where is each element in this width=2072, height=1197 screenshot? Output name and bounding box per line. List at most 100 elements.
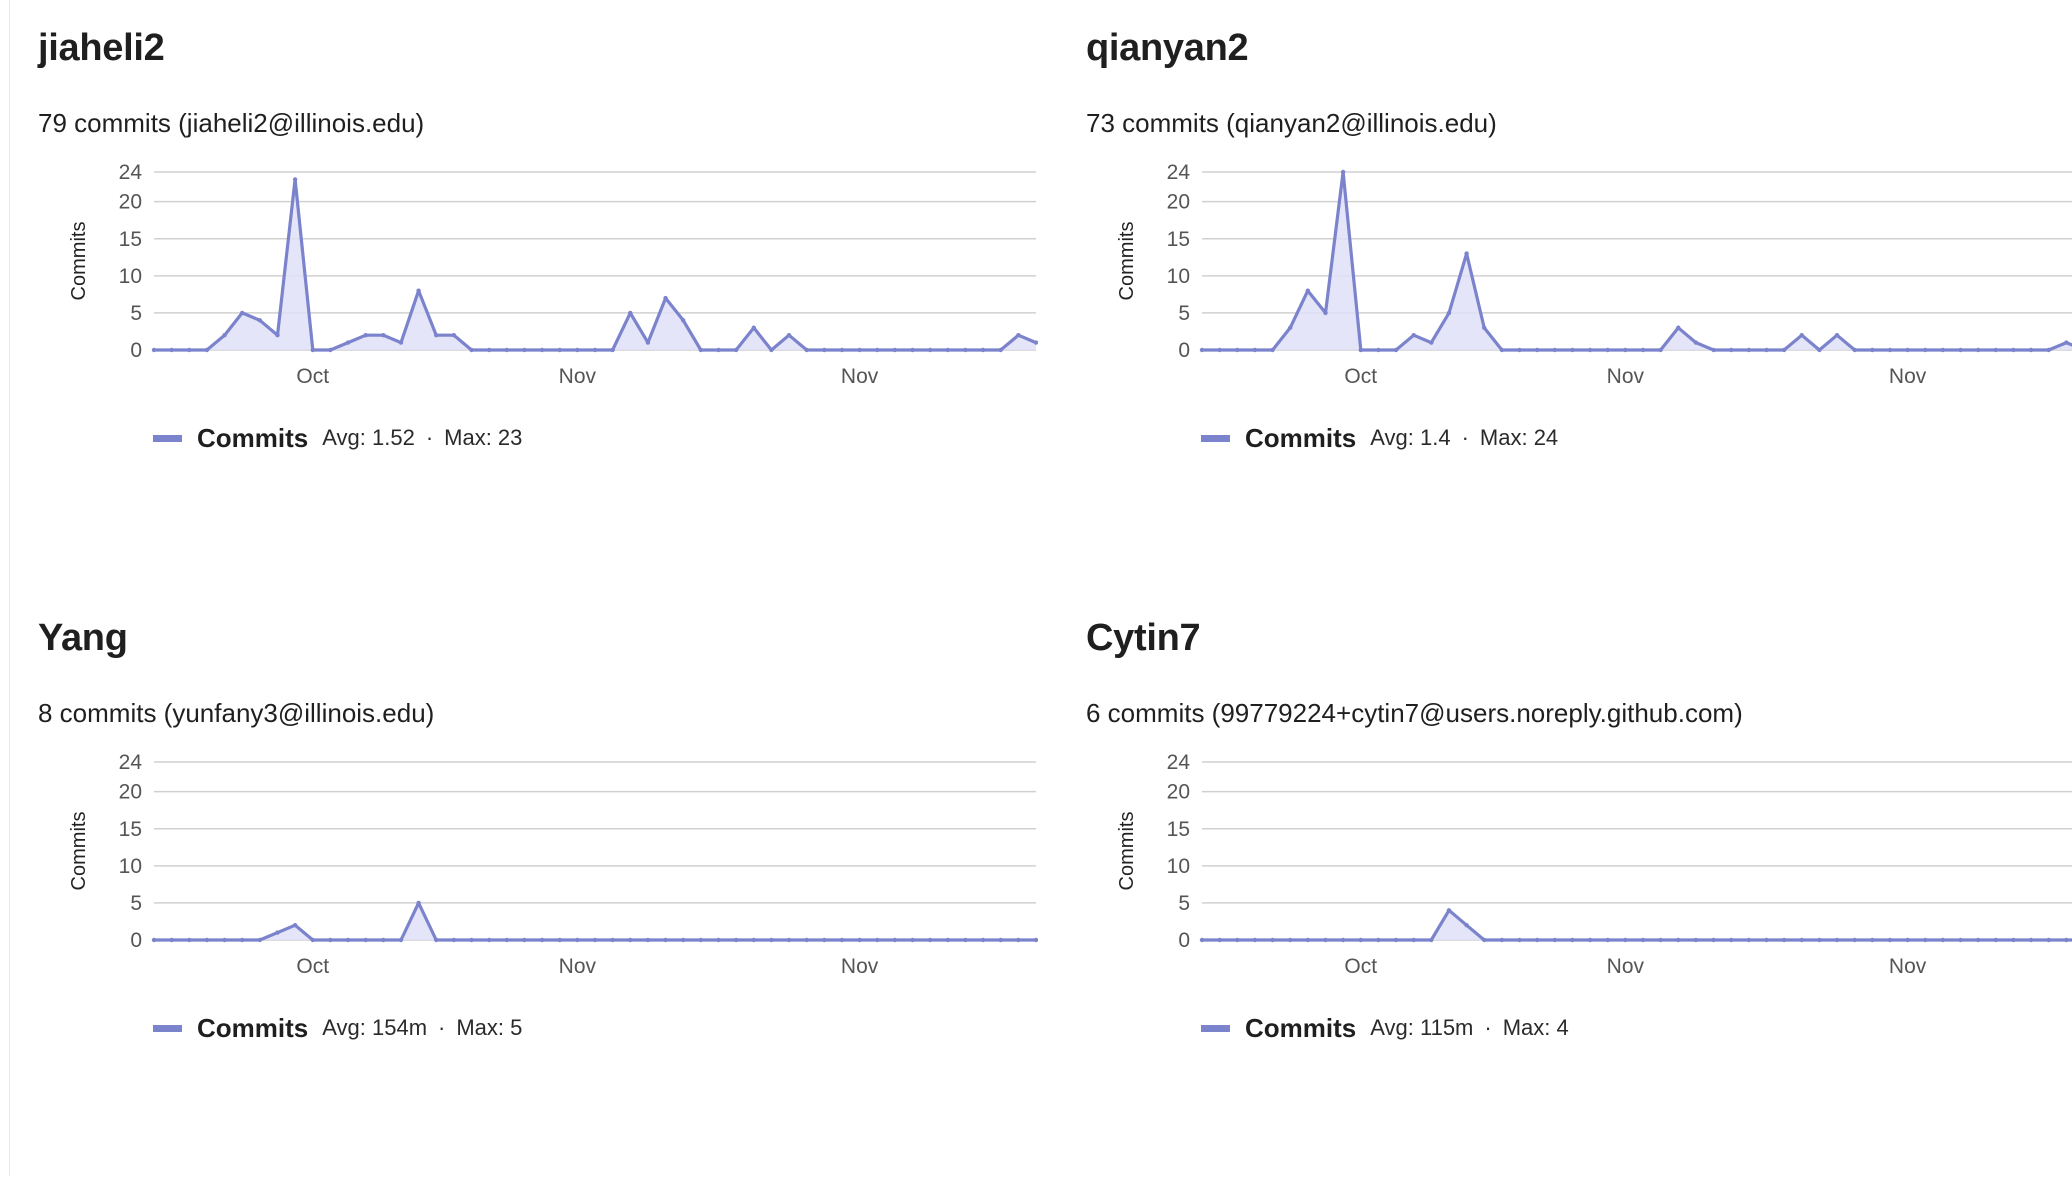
data-point (1834, 332, 1840, 338)
x-tick-label: Nov (559, 955, 597, 978)
commits-area (1202, 910, 2072, 940)
data-point (1376, 347, 1381, 353)
data-point (1235, 937, 1240, 943)
data-point (1217, 347, 1222, 353)
y-axis-label: Commits (1116, 812, 1138, 891)
commits-area (154, 179, 1036, 350)
data-point (292, 177, 298, 182)
legend-max: Max: 4 (1502, 1015, 1569, 1040)
data-point (1640, 347, 1646, 353)
data-point (292, 922, 298, 928)
data-point (345, 937, 351, 943)
data-point (1587, 347, 1593, 353)
data-point (240, 937, 245, 943)
data-point (1033, 937, 1038, 943)
data-point (681, 937, 686, 943)
legend-label: Commits (197, 1012, 309, 1043)
data-point (716, 937, 721, 943)
data-point (1429, 937, 1434, 943)
data-point (1817, 347, 1822, 353)
data-point (1993, 937, 1998, 943)
data-point (2011, 937, 2016, 943)
contributor-name[interactable]: Cytin7 (1086, 617, 1201, 659)
data-point (187, 937, 192, 943)
data-point (1270, 347, 1275, 353)
legend-label: Commits (1245, 422, 1357, 453)
contributor-name[interactable]: Yang (38, 617, 128, 659)
data-point (963, 937, 968, 943)
contributor-commit-summary: 6 commits (99779224+cytin7@users.noreply… (1086, 698, 1743, 728)
data-point (610, 347, 615, 353)
data-point (1393, 937, 1399, 943)
data-point (486, 937, 492, 943)
commits-chart: 0 5 10 15 20 24 Oct Nov Nov Commits (1116, 161, 2072, 388)
y-tick-label: 20 (119, 781, 142, 804)
legend-swatch (1201, 434, 1230, 442)
x-tick-label: Nov (1607, 955, 1645, 978)
data-point (1288, 325, 1293, 330)
data-point (1658, 937, 1663, 943)
data-point (1940, 937, 1946, 943)
data-point (804, 347, 809, 353)
data-point (504, 347, 509, 353)
contributor-commit-summary: 73 commits (qianyan2@illinois.edu) (1086, 108, 1497, 138)
data-point (1975, 347, 1981, 353)
y-tick-label: 5 (130, 302, 142, 325)
data-point (1016, 937, 1021, 943)
data-point (222, 332, 227, 338)
data-point (1799, 937, 1804, 943)
x-tick-label: Nov (1889, 365, 1927, 388)
y-tick-label: 15 (1167, 228, 1190, 251)
legend-max: Max: 24 (1479, 425, 1559, 450)
data-point (328, 937, 333, 943)
data-point (592, 347, 598, 353)
data-point (1305, 288, 1311, 293)
contributor-commit-summary: 79 commits (jiaheli2@illinois.edu) (38, 108, 425, 138)
data-point (1676, 937, 1681, 943)
chart-legend: Commits Avg: 115m · Max: 4 (1201, 1009, 1569, 1047)
data-point (345, 340, 351, 345)
y-axis-label: Commits (68, 222, 90, 301)
data-point (451, 332, 457, 338)
data-point (1905, 347, 1910, 353)
data-point (1570, 937, 1575, 943)
contributor-name[interactable]: qianyan2 (1086, 27, 1249, 69)
data-point (275, 332, 280, 338)
data-point (2046, 937, 2051, 943)
data-point (1323, 937, 1328, 943)
data-point (1746, 347, 1752, 353)
data-point (1376, 937, 1381, 943)
data-point (1693, 340, 1699, 345)
data-point (1534, 347, 1540, 353)
data-point (381, 332, 386, 338)
data-point (2064, 340, 2069, 345)
data-point (1305, 937, 1311, 943)
data-point (469, 937, 474, 943)
data-point (786, 332, 792, 338)
commits-chart: 0 5 10 15 20 24 Oct Nov Nov Commits (1116, 751, 2072, 978)
data-point (681, 318, 686, 323)
contributor-name[interactable]: jiaheli2 (38, 27, 165, 69)
y-tick-label: 10 (1167, 855, 1190, 878)
legend-max: Max: 5 (456, 1015, 523, 1040)
y-tick-label: 24 (119, 751, 143, 774)
y-tick-label: 0 (1178, 339, 1190, 362)
data-point (222, 937, 227, 943)
y-tick-label: 5 (1178, 302, 1190, 325)
y-tick-label: 15 (119, 818, 142, 841)
y-tick-label: 24 (1167, 751, 1191, 774)
data-point (328, 347, 333, 353)
data-point (1870, 937, 1875, 943)
data-point (469, 347, 474, 353)
data-point (1993, 347, 1998, 353)
page-left-border (9, 0, 10, 1176)
data-point (839, 347, 845, 353)
data-point (1711, 937, 1716, 943)
data-point (1016, 332, 1021, 338)
data-point (663, 937, 668, 943)
data-point (1640, 937, 1646, 943)
data-point (363, 937, 368, 943)
data-point (1693, 937, 1699, 943)
data-point (1270, 937, 1275, 943)
data-point (1411, 937, 1416, 943)
